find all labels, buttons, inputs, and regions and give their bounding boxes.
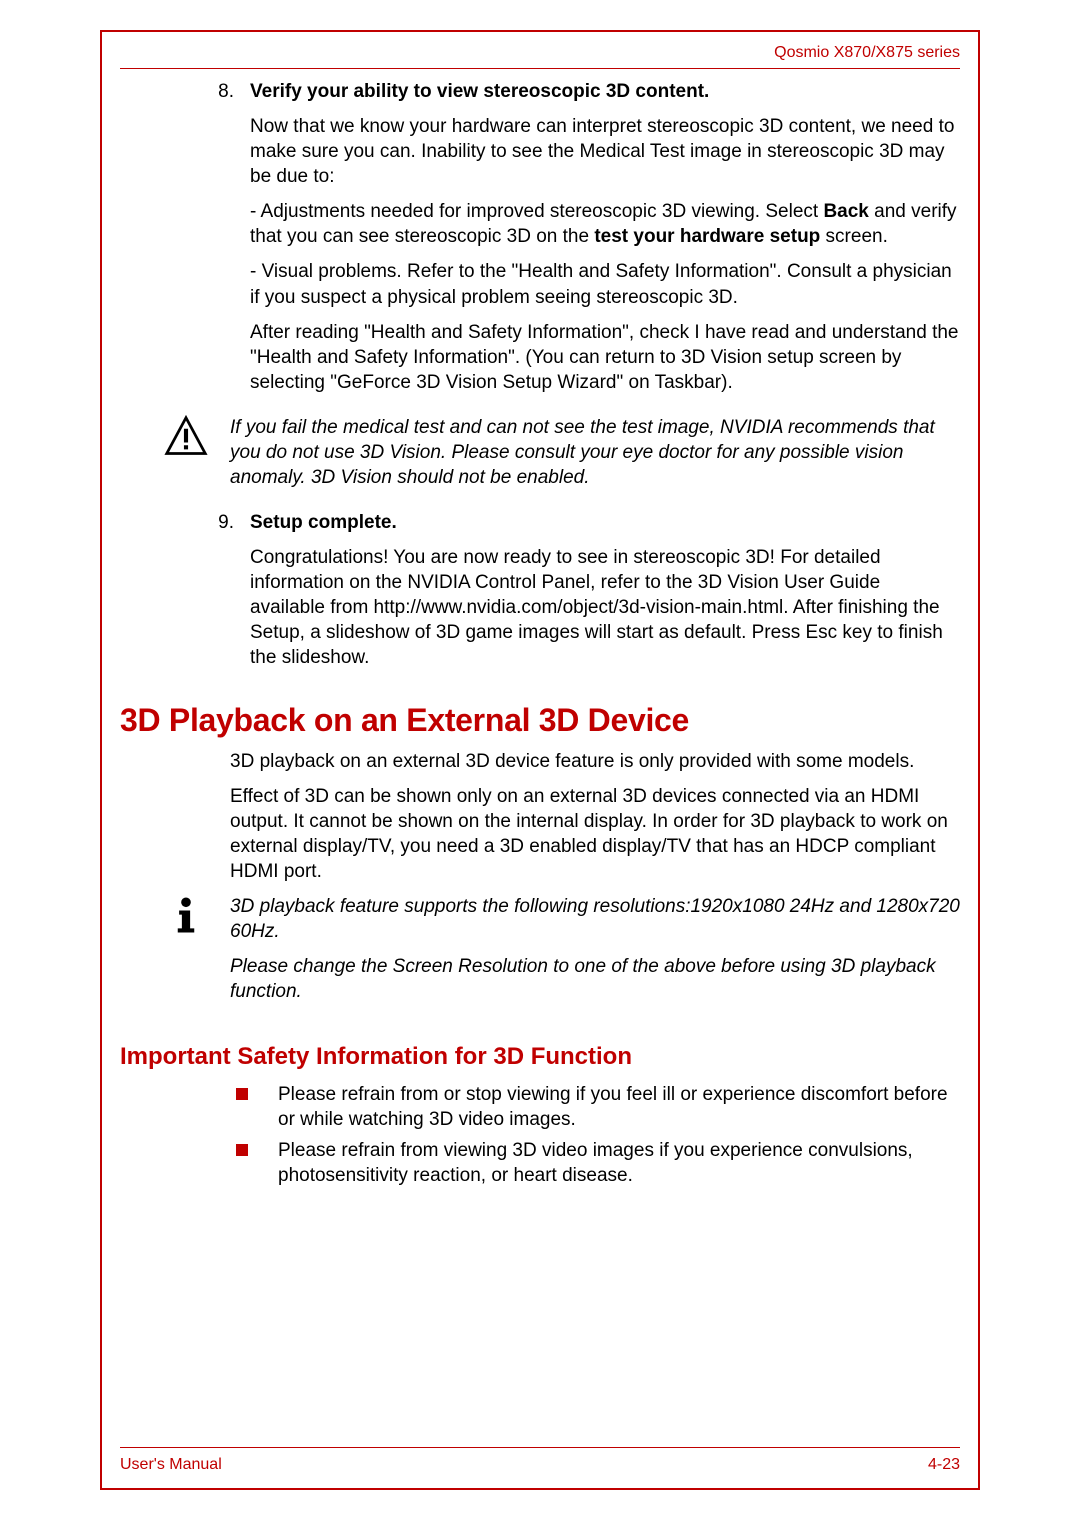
warning-icon	[164, 415, 208, 459]
step-body: Verify your ability to view stereoscopic…	[250, 79, 960, 405]
info-text: 3D playback feature supports the followi…	[230, 894, 960, 1014]
bullet-marker	[230, 1138, 278, 1188]
warning-text: If you fail the medical test and can not…	[230, 415, 960, 500]
step-title: Verify your ability to view stereoscopic…	[250, 79, 960, 104]
header-rule	[120, 68, 960, 69]
bullet-item: Please refrain from viewing 3D video ima…	[230, 1138, 960, 1188]
info-note: 3D playback feature supports the followi…	[120, 894, 960, 1014]
step-para: Now that we know your hardware can inter…	[250, 114, 960, 189]
step-body: Setup complete. Congratulations! You are…	[250, 510, 960, 680]
bullet-marker	[230, 1082, 278, 1132]
footer-right: 4-23	[928, 1456, 960, 1474]
info-icon	[164, 894, 208, 938]
bullet-item: Please refrain from or stop viewing if y…	[230, 1082, 960, 1132]
step-title: Setup complete.	[250, 510, 960, 535]
page-header: Qosmio X870/X875 series	[102, 32, 978, 68]
page-footer: User's Manual 4-23	[120, 1447, 960, 1474]
section-heading-3d-playback: 3D Playback on an External 3D Device	[120, 699, 960, 741]
footer-rule	[120, 1447, 960, 1448]
info-icon-cell	[120, 894, 230, 1014]
step-para: - Visual problems. Refer to the "Health …	[250, 259, 960, 309]
page-frame: Qosmio X870/X875 series 8. Verify your a…	[100, 30, 980, 1490]
bullet-text: Please refrain from or stop viewing if y…	[278, 1082, 960, 1132]
square-bullet-icon	[236, 1144, 248, 1156]
step-para: Congratulations! You are now ready to se…	[250, 545, 960, 670]
footer-left: User's Manual	[120, 1456, 222, 1474]
section-heading-safety: Important Safety Information for 3D Func…	[120, 1041, 960, 1073]
step-number: 8.	[120, 79, 250, 405]
warning-icon-cell	[120, 415, 230, 500]
footer-row: User's Manual 4-23	[120, 1456, 960, 1474]
bullet-text: Please refrain from viewing 3D video ima…	[278, 1138, 960, 1188]
step-9: 9. Setup complete. Congratulations! You …	[120, 510, 960, 680]
warning-note: If you fail the medical test and can not…	[120, 415, 960, 500]
step-para: - Adjustments needed for improved stereo…	[250, 199, 960, 249]
safety-bullets: Please refrain from or stop viewing if y…	[230, 1082, 960, 1188]
page-content: 8. Verify your ability to view stereosco…	[102, 79, 978, 1188]
step-para: After reading "Health and Safety Informa…	[250, 320, 960, 395]
body-para: 3D playback on an external 3D device fea…	[230, 749, 960, 774]
step-number: 9.	[120, 510, 250, 680]
body-para: Effect of 3D can be shown only on an ext…	[230, 784, 960, 884]
step-8: 8. Verify your ability to view stereosco…	[120, 79, 960, 405]
info-para: Please change the Screen Resolution to o…	[230, 954, 960, 1004]
section-3d-playback-body: 3D playback on an external 3D device fea…	[230, 749, 960, 884]
info-para: 3D playback feature supports the followi…	[230, 894, 960, 944]
series-label: Qosmio X870/X875 series	[774, 44, 960, 61]
square-bullet-icon	[236, 1088, 248, 1100]
warning-para: If you fail the medical test and can not…	[230, 415, 960, 490]
